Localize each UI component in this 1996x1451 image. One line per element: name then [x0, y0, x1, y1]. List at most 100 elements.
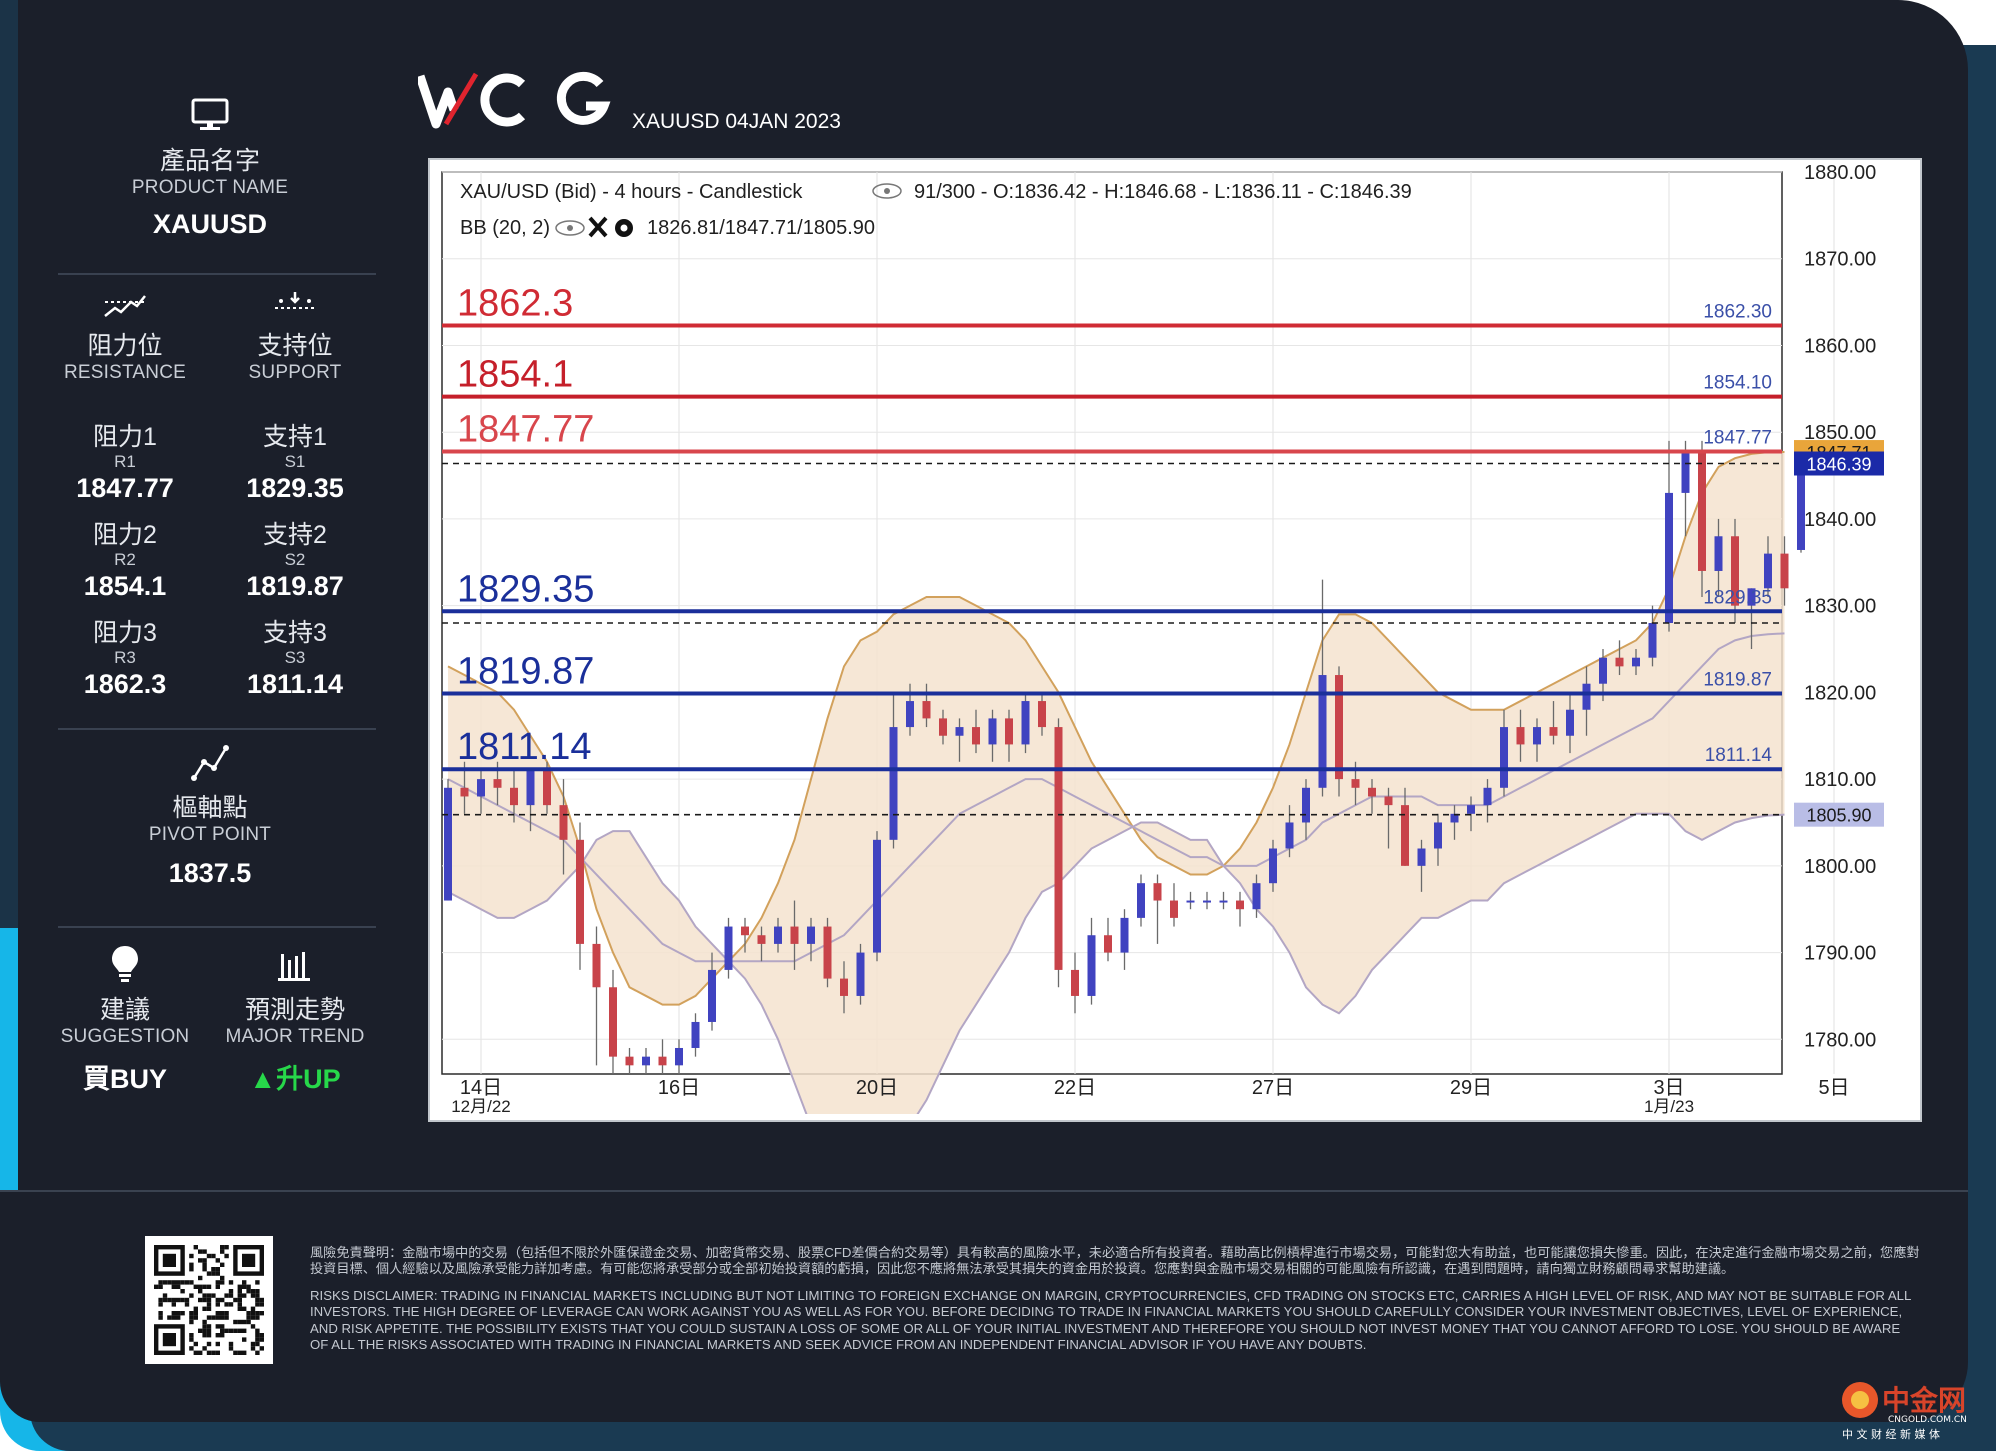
qr-code[interactable] [145, 1236, 273, 1364]
candle [1450, 805, 1459, 840]
candle-body [1170, 900, 1178, 918]
candle-body [889, 727, 898, 840]
candle [840, 961, 848, 1014]
left-accent-stripe [0, 928, 18, 1190]
qr-module [237, 1284, 242, 1289]
suggestion-label-zh: 建議 [99, 996, 150, 1024]
qr-module [171, 1302, 176, 1307]
qr-module [215, 1311, 220, 1316]
qr-module [237, 1297, 242, 1303]
support-2-code: S2 [284, 550, 306, 569]
product-label-zh: 產品名字 [159, 147, 260, 175]
qr-module [220, 1328, 225, 1333]
qr-module [193, 1341, 198, 1347]
candle-body [1120, 917, 1129, 953]
qr-module [228, 1346, 234, 1351]
qr-module [206, 1306, 212, 1311]
price-badge-label: 1846.39 [1806, 455, 1871, 475]
qr-module [198, 1350, 203, 1355]
qr-module [202, 1258, 207, 1263]
candle [1714, 518, 1723, 597]
candle [658, 1039, 667, 1074]
qr-module [206, 1297, 212, 1303]
qr-module [189, 1280, 194, 1285]
support-3: 支持3 S3 1811.14 [210, 618, 380, 700]
candle-body [774, 926, 782, 944]
qr-module [228, 1293, 234, 1298]
candle-body [1104, 935, 1112, 953]
resistance-1-zh: 阻力1 [93, 423, 157, 451]
y-tick-label: 1800.00 [1804, 856, 1876, 878]
qr-module [180, 1289, 185, 1294]
qr-module [224, 1315, 229, 1320]
candle [1434, 813, 1442, 866]
candle-body [691, 1021, 700, 1048]
bollinger-band-fill [448, 452, 1785, 1205]
qr-module [215, 1258, 220, 1263]
candle-body [1533, 727, 1541, 745]
qr-module [158, 1284, 163, 1289]
candlestick-chart: 1780.00 1790.00 1800.00 1810.00 1820.00 1830.… [430, 162, 1920, 1206]
qr-module [259, 1297, 264, 1303]
level-label: 1854.1 [457, 354, 573, 396]
qr-module [215, 1280, 220, 1285]
candle-body [1615, 657, 1624, 667]
candle-body [658, 1056, 667, 1066]
qr-module [237, 1319, 242, 1325]
qr-module [176, 1311, 181, 1316]
pivot-block: 樞軸點 PIVOT POINT 1837.5 [40, 744, 380, 889]
qr-module [255, 1297, 260, 1303]
candle-body [1252, 883, 1261, 910]
qr-module [211, 1315, 216, 1320]
candle-body [675, 1047, 683, 1066]
qr-module [180, 1311, 185, 1316]
qr-module [233, 1319, 238, 1325]
candle-body [1269, 848, 1277, 884]
candle [526, 770, 535, 832]
qr-module [176, 1284, 181, 1289]
qr-module [158, 1297, 163, 1303]
candle-body [1417, 848, 1426, 866]
qr-module [237, 1328, 242, 1333]
qr-module [215, 1302, 220, 1307]
qr-module [206, 1328, 212, 1333]
qr-module [255, 1328, 260, 1333]
level-label: 1811.14 [457, 726, 592, 768]
qr-module [242, 1306, 247, 1311]
qr-module [162, 1297, 168, 1303]
candle [1632, 649, 1640, 676]
cngold-name: 中金网 [1882, 1384, 1966, 1417]
y-tick-label: 1830.00 [1804, 596, 1876, 618]
qr-module [215, 1350, 220, 1355]
chart-info-bb: 1826.81/1847.71/1805.90 [647, 217, 875, 239]
level-label: 1829.35 [457, 568, 594, 610]
qr-module [171, 1297, 176, 1303]
resistance-2-value: 1854.1 [83, 571, 167, 601]
candle [1071, 952, 1079, 1014]
candle-body [526, 770, 535, 806]
level-right-label: 1811.14 [1705, 745, 1773, 766]
candle-body [1747, 588, 1756, 606]
y-tick-label: 1840.00 [1804, 509, 1876, 531]
qr-module [193, 1315, 198, 1320]
qr-code-image [154, 1245, 264, 1355]
qr-module [198, 1328, 203, 1333]
candle [477, 770, 485, 814]
support-3-zh: 支持3 [263, 619, 327, 647]
candle-body [1714, 536, 1723, 571]
candle [774, 917, 782, 953]
y-tick-label: 1810.00 [1804, 769, 1876, 791]
qr-module [202, 1249, 207, 1254]
candle [1186, 891, 1195, 910]
qr-module [180, 1297, 185, 1303]
candle-body [1302, 787, 1310, 823]
qr-module [171, 1284, 176, 1289]
candle [1318, 579, 1327, 797]
qr-module [193, 1311, 198, 1316]
candle [444, 779, 452, 901]
report-card: 產品名字 PRODUCT NAME XAUUSD 阻力位 RESISTANCE … [0, 0, 1968, 1422]
qr-module [233, 1350, 238, 1355]
gear-icon [615, 219, 633, 237]
qr-module [202, 1293, 207, 1298]
candle-body [1797, 463, 1805, 550]
